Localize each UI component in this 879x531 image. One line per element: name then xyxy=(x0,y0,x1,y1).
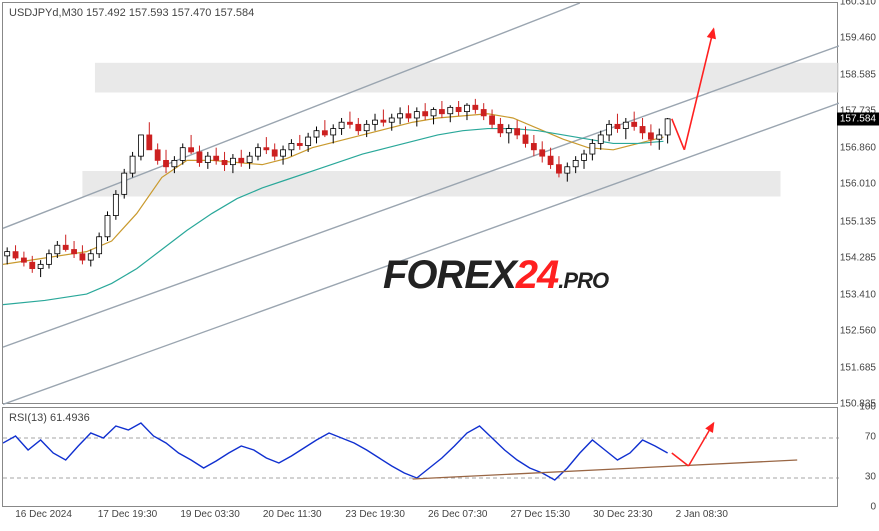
y-tick-label: 70 xyxy=(865,432,876,443)
x-tick-label: 23 Dec 19:30 xyxy=(345,509,405,520)
y-tick-label: 158.585 xyxy=(840,70,876,81)
x-tick-label: 27 Dec 15:30 xyxy=(511,509,571,520)
y-tick-label: 154.285 xyxy=(840,252,876,263)
rsi-chart-title: RSI(13) 61.4936 xyxy=(9,412,90,424)
rsi-chart-canvas xyxy=(3,408,839,508)
main-chart-title: USDJPYd,M30 157.492 157.593 157.470 157.… xyxy=(9,7,254,19)
x-tick-label: 20 Dec 11:30 xyxy=(263,509,322,520)
y-tick-label: 153.410 xyxy=(840,289,876,300)
y-tick-label: 159.460 xyxy=(840,33,876,44)
y-tick-label: 160.310 xyxy=(840,0,876,8)
y-tick-label: 152.560 xyxy=(840,325,876,336)
y-tick-label: 30 xyxy=(865,472,876,483)
time-x-axis: 16 Dec 2024 17 Dec 19:30 19 Dec 03:30 20 De… xyxy=(2,509,838,529)
y-tick-label: 156.010 xyxy=(840,179,876,190)
main-chart-canvas xyxy=(3,3,839,405)
x-tick-label: 30 Dec 23:30 xyxy=(593,509,653,520)
x-tick-label: 19 Dec 03:30 xyxy=(180,509,240,520)
logo-pro: .PRO xyxy=(558,268,608,293)
x-tick-label: 2 Jan 08:30 xyxy=(676,509,728,520)
y-tick-label: 155.135 xyxy=(840,216,876,227)
rsi-indicator-chart[interactable]: RSI(13) 61.4936 xyxy=(2,407,838,507)
logo-forex: FOREX xyxy=(383,253,516,297)
rsi-y-axis: 03070100 xyxy=(838,407,879,507)
logo-24: 24 xyxy=(516,253,559,297)
y-tick-label: 100 xyxy=(859,402,876,413)
main-y-axis: 160.310159.460158.585157.735156.860156.0… xyxy=(838,2,879,404)
x-tick-label: 26 Dec 07:30 xyxy=(428,509,488,520)
watermark-logo: FOREX24.PRO xyxy=(383,253,608,298)
x-tick-label: 17 Dec 19:30 xyxy=(98,509,158,520)
current-price-label: 157.584 xyxy=(837,112,879,125)
y-tick-label: 156.860 xyxy=(840,143,876,154)
x-tick-label: 16 Dec 2024 xyxy=(15,509,72,520)
y-tick-label: 151.685 xyxy=(840,362,876,373)
main-price-chart[interactable]: USDJPYd,M30 157.492 157.593 157.470 157.… xyxy=(2,2,838,404)
y-tick-label: 0 xyxy=(870,502,876,513)
